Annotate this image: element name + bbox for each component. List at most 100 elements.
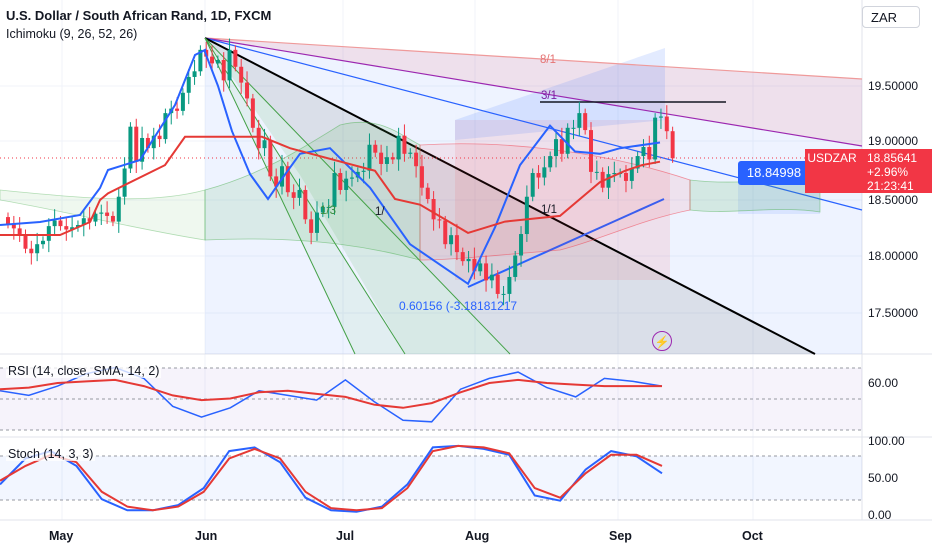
candle-body (6, 217, 10, 224)
candle-body (589, 130, 593, 172)
fan-line-1-2 (204, 37, 511, 355)
candle-body (285, 166, 290, 193)
stoch-y-tick-label: 100.00 (868, 434, 905, 448)
candle-body (105, 212, 110, 216)
candle-body (437, 219, 442, 221)
candle-body (513, 255, 518, 277)
candle-body (280, 166, 285, 187)
candle-body (431, 199, 436, 220)
x-tick-label: Sep (609, 529, 632, 543)
candle-body (256, 127, 261, 149)
price-flag-symbol: USDZAR (807, 151, 857, 165)
kumo-green (204, 121, 421, 261)
fan-label-1-3: 1/3 (320, 205, 336, 217)
candle-body (134, 126, 139, 162)
kumo-green-left (0, 189, 206, 241)
candlesticks (6, 38, 675, 306)
fan-label-1-1: 1/1 (541, 204, 557, 216)
candle-body (332, 173, 337, 207)
candle-body (612, 173, 617, 175)
candle-body (390, 157, 395, 160)
candle-body (157, 135, 162, 140)
candle-body (116, 196, 121, 222)
candle-body (110, 215, 115, 222)
candle-body (449, 235, 454, 245)
lightning-icon[interactable]: ⚡ (652, 331, 672, 351)
candle-body (635, 156, 640, 169)
rsi-y-tick-label: 60.00 (868, 376, 899, 390)
candle-body (75, 224, 80, 228)
stoch-y-tick-label: 50.00 (868, 471, 899, 485)
indicator-label-ichimoku[interactable]: Ichimoku (9, 26, 52, 26) (6, 27, 138, 41)
x-tick-label: Aug (465, 529, 490, 543)
candle-body (128, 126, 133, 169)
trendline-blue (467, 198, 665, 288)
candle-body (658, 116, 663, 118)
candle-body (245, 82, 250, 99)
candle-body (443, 220, 448, 245)
candle-body (600, 171, 605, 188)
candle-body (396, 135, 401, 160)
stoch-label[interactable]: Stoch (14, 3, 3) (6, 447, 96, 461)
candle-body (373, 144, 378, 153)
x-tick-label: Jul (336, 529, 355, 543)
candle-body (361, 170, 366, 172)
stoch-y-tick-label: 0.00 (868, 508, 892, 522)
y-tick-label: 18.00000 (868, 249, 919, 263)
price-flag-change: +2.96% (867, 165, 909, 179)
candle-body (221, 60, 226, 81)
candle-body (151, 135, 156, 149)
stoch-pane (0, 444, 862, 513)
candle-body (23, 234, 28, 249)
candle-body (507, 276, 512, 294)
candle-body (215, 60, 220, 64)
stoch-d-line (0, 444, 663, 512)
candle-body (186, 76, 191, 93)
candle-body (559, 139, 564, 154)
candle-body (571, 127, 576, 129)
candle-body (384, 157, 389, 164)
chart-title[interactable]: U.S. Dollar / South African Rand, 1D, FX… (6, 8, 272, 23)
fan-label-1-x: 1/ (375, 206, 385, 218)
fan-line-8-1 (204, 37, 863, 80)
candle-body (93, 213, 98, 222)
candle-body (577, 113, 582, 128)
candle-body (489, 274, 494, 281)
fan-line-1-4 (204, 37, 356, 355)
candle-body (554, 139, 559, 157)
candle-body (314, 212, 319, 233)
cursor-price-label: 18.84998 (738, 161, 810, 185)
candle-body (11, 223, 16, 229)
candle-body (495, 274, 500, 294)
candle-body (326, 206, 331, 208)
kumo-green-right (689, 175, 821, 213)
candle-body (64, 226, 69, 230)
candle-body (425, 187, 430, 199)
fan-line-3-1 (204, 37, 863, 147)
candle-body (379, 152, 384, 164)
candle-body (565, 127, 570, 154)
kijun-sen-line (0, 135, 661, 236)
price-flag-price: 18.85641 (867, 151, 918, 165)
candle-body (250, 98, 255, 128)
candle-body (349, 177, 354, 179)
candle-body (303, 189, 308, 220)
ichimoku-lines (0, 48, 661, 286)
candle-body (641, 147, 646, 157)
candle-body (180, 92, 185, 111)
candle-body (623, 173, 628, 181)
candle-body (163, 113, 168, 140)
candle-body (338, 173, 343, 190)
candle-body (46, 226, 51, 241)
currency-selector[interactable]: ZAR (862, 6, 920, 28)
rsi-label[interactable]: RSI (14, close, SMA, 14, 2) (6, 364, 162, 378)
candle-body (629, 168, 634, 181)
candle-body (583, 113, 588, 131)
measure-label: 0.60156 (-3.18181217 (399, 299, 518, 313)
candle-body (35, 244, 40, 254)
candle-body (402, 135, 407, 154)
candle-body (29, 248, 34, 254)
candle-body (466, 258, 471, 262)
